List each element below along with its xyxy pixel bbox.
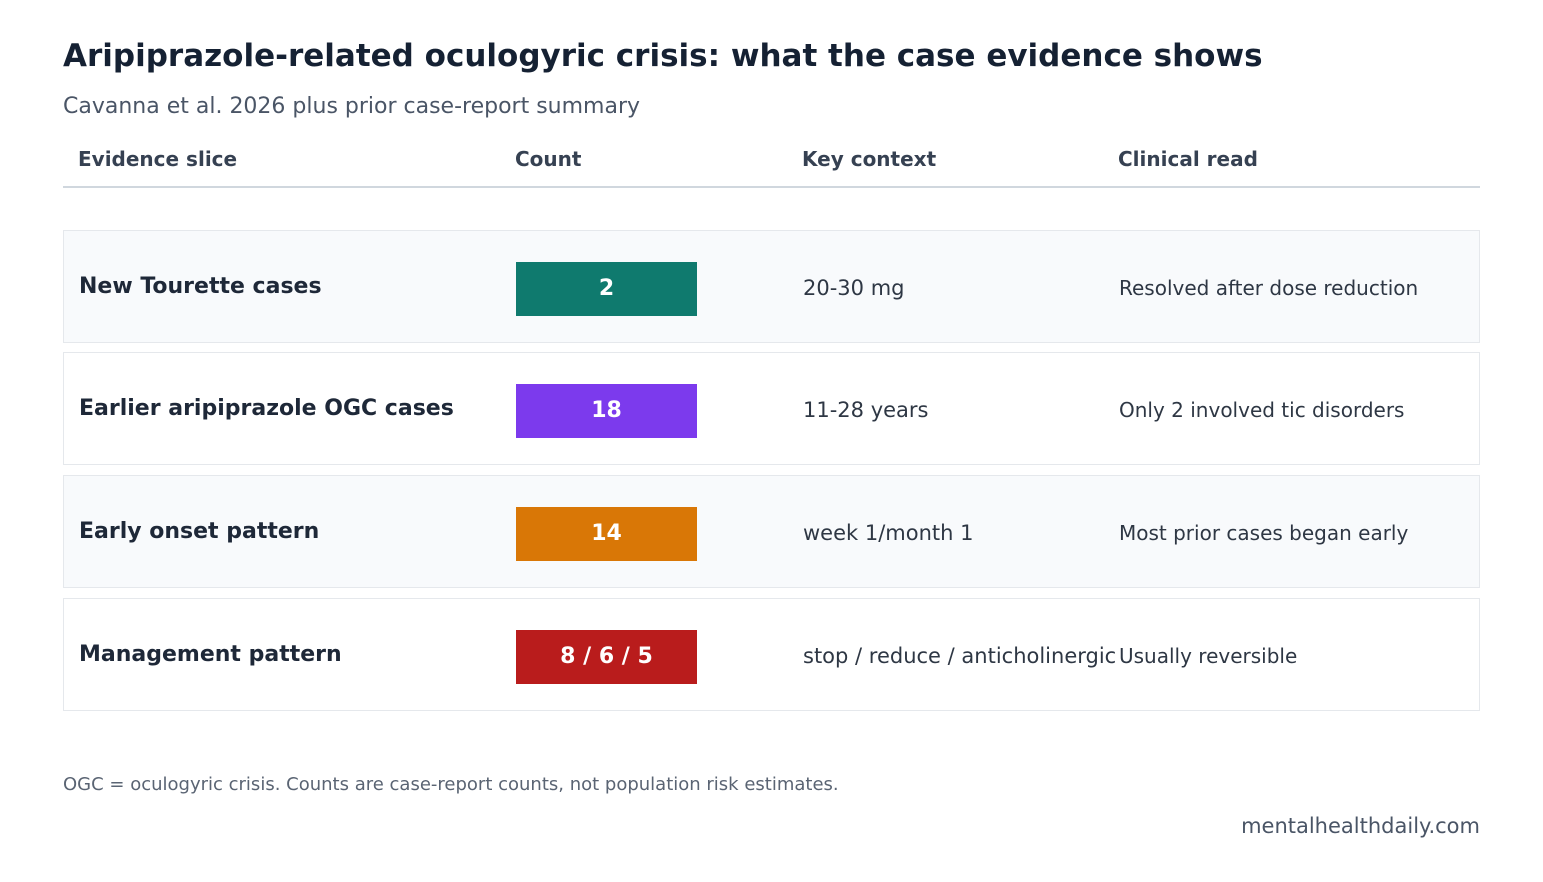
evidence-slice-label: Early onset pattern (79, 519, 320, 544)
column-header-key-context: Key context (802, 147, 937, 171)
clinical-read: Resolved after dose reduction (1119, 276, 1419, 300)
table-row: Early onset pattern 14 week 1/month 1 Mo… (63, 475, 1480, 588)
evidence-slice-label: Earlier aripiprazole OGC cases (79, 396, 454, 421)
evidence-slice-label: New Tourette cases (79, 274, 322, 299)
page-title: Aripiprazole-related oculogyric crisis: … (63, 38, 1263, 74)
table-row: New Tourette cases 2 20-30 mg Resolved a… (63, 230, 1480, 343)
key-context: 11-28 years (803, 398, 929, 422)
table-row: Management pattern 8 / 6 / 5 stop / redu… (63, 598, 1480, 711)
column-header-clinical-read: Clinical read (1118, 147, 1258, 171)
count-badge: 14 (516, 507, 697, 561)
page-subtitle: Cavanna et al. 2026 plus prior case-repo… (63, 94, 641, 119)
table-header: Evidence slice Count Key context Clinica… (63, 144, 1480, 188)
clinical-read: Most prior cases began early (1119, 521, 1409, 545)
source-credit: mentalhealthdaily.com (1241, 814, 1480, 838)
key-context: week 1/month 1 (803, 521, 974, 545)
footnote: OGC = oculogyric crisis. Counts are case… (63, 774, 839, 795)
column-header-count: Count (515, 147, 582, 171)
count-badge: 18 (516, 384, 697, 438)
count-badge: 8 / 6 / 5 (516, 630, 697, 684)
count-badge: 2 (516, 262, 697, 316)
clinical-read: Usually reversible (1119, 644, 1298, 668)
clinical-read: Only 2 involved tic disorders (1119, 398, 1405, 422)
key-context: 20-30 mg (803, 276, 905, 300)
table-row: Earlier aripiprazole OGC cases 18 11-28 … (63, 352, 1480, 465)
column-header-evidence-slice: Evidence slice (78, 147, 238, 171)
key-context: stop / reduce / anticholinergic (803, 644, 1117, 668)
evidence-slice-label: Management pattern (79, 642, 342, 667)
